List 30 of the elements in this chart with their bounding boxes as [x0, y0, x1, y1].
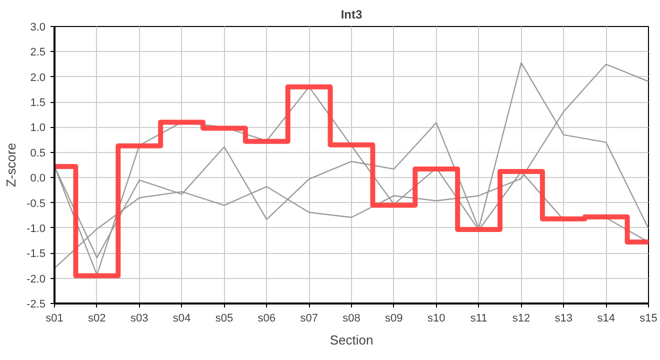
y-tick-label: -2.5: [26, 298, 46, 310]
y-tick-label: 0.0: [30, 172, 46, 185]
y-tick-label: -1.0: [26, 222, 46, 235]
y-tick-label: 2.0: [30, 72, 46, 84]
x-axis-title: Section: [330, 332, 374, 348]
y-axis-title: Z-score: [4, 142, 19, 188]
y-tick-label: -1.5: [26, 248, 46, 260]
y-tick-label: 3.0: [30, 22, 46, 34]
chart-title: Int3: [340, 8, 362, 22]
x-tick-label: s01: [46, 312, 64, 324]
x-tick-label: s08: [342, 312, 360, 324]
y-tick-label: 0.5: [30, 147, 46, 160]
y-tick-label: 1.5: [30, 97, 46, 110]
y-tick-label: 1.0: [30, 122, 46, 134]
x-tick-label: s11: [470, 312, 488, 324]
x-tick-label: s07: [300, 312, 318, 324]
y-tick-label: -2.0: [26, 273, 46, 286]
x-tick-label: s09: [385, 312, 403, 324]
x-tick-label: s06: [258, 312, 276, 324]
x-tick-label: s10: [427, 312, 446, 324]
y-tick-label: 2.5: [30, 46, 46, 59]
x-tick-label: s02: [88, 312, 106, 324]
x-tick-label: s15: [640, 312, 658, 324]
x-tick-label: s04: [172, 312, 191, 324]
y-tick-label: -0.5: [26, 198, 46, 210]
x-tick-label: s03: [130, 312, 148, 324]
x-tick-label: s05: [215, 312, 234, 324]
x-tick-label: s13: [554, 312, 573, 324]
x-tick-label: s14: [597, 312, 615, 324]
x-tick-label: s12: [512, 312, 530, 324]
